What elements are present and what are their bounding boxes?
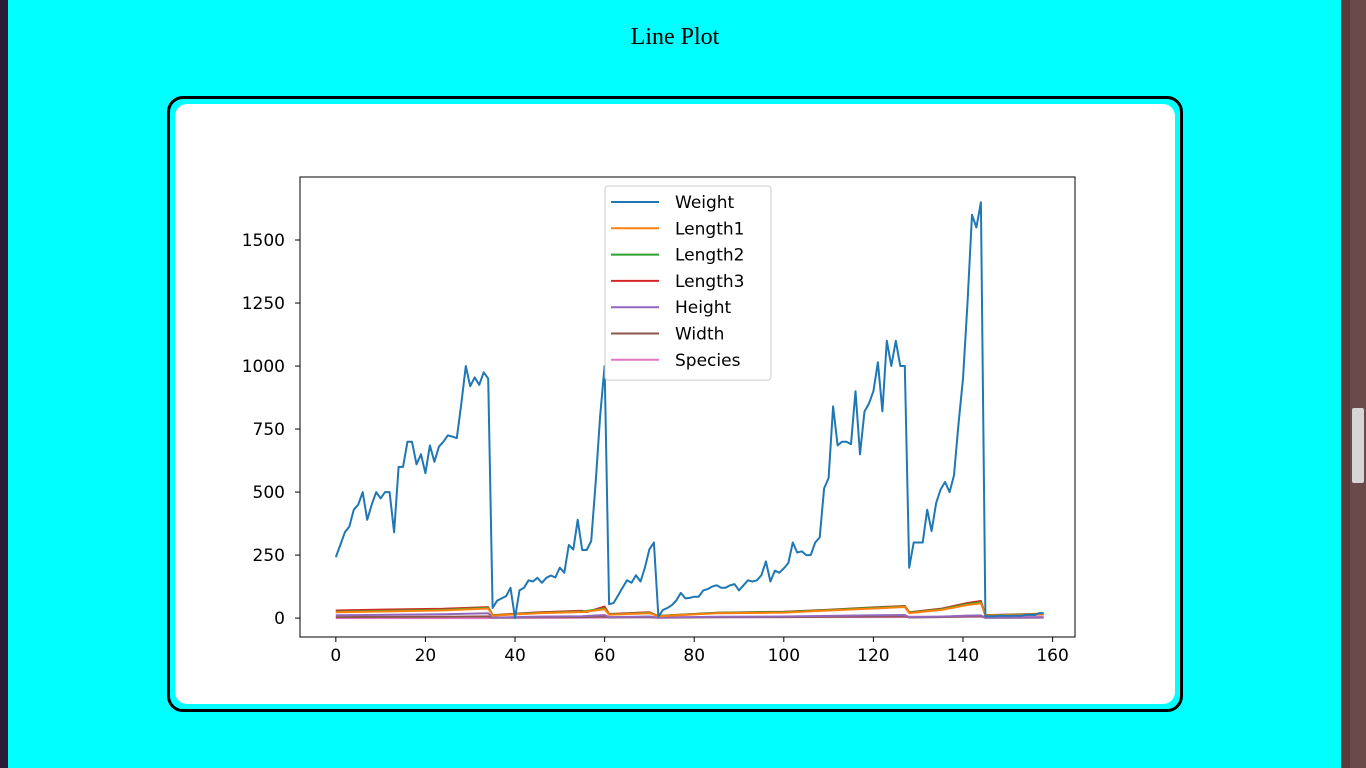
y-tick-label: 750 [253,420,285,440]
series-line-length1 [335,602,1044,618]
legend-label-length3: Length3 [675,272,744,292]
legend: Weight Length1 Length2 Length3 Height Width Sp… [604,185,772,381]
y-tick-label: 250 [253,546,285,566]
legend-label-length1: Length1 [675,219,744,239]
legend-label-species: Species [675,351,741,371]
series-line-weight [334,201,1044,620]
x-tick-label: 60 [594,646,616,666]
y-tick-label: 1500 [242,231,285,251]
legend-label-weight: Weight [675,193,735,213]
legend-box [604,185,772,381]
y-tick-label: 1000 [242,357,285,377]
legend-label-height: Height [675,298,732,318]
x-tick-label: 40 [504,646,526,666]
x-tick-label: 160 [1036,646,1068,666]
y-tick-label: 1250 [242,294,285,314]
left-edge [0,0,8,768]
y-axis: 0 250 500 750 1000 1250 1500 [242,231,300,629]
x-tick-label: 80 [683,646,705,666]
x-tick-label: 100 [768,646,800,666]
chart-card: 0 20 40 60 80 100 120 140 160 0 250 500 750 1000 1250… [167,96,1183,712]
series-layer [334,201,1044,620]
scrollbar-track[interactable] [1350,0,1366,768]
scrollbar[interactable] [1341,0,1366,768]
plot-frame [299,176,1076,638]
scrollbar-thumb[interactable] [1352,408,1364,483]
x-axis: 0 20 40 60 80 100 120 140 160 [330,637,1069,666]
page-title: Line Plot [630,24,720,50]
y-tick-label: 500 [253,483,285,503]
y-tick-label: 0 [274,609,285,629]
series-line-height [335,612,1044,619]
line-chart: 0 20 40 60 80 100 120 140 160 0 250 500 750 1000 1250… [242,176,1076,666]
legend-label-length2: Length2 [675,246,744,266]
chart-card-inner: 0 20 40 60 80 100 120 140 160 0 250 500 750 1000 1250… [175,104,1175,704]
x-tick-label: 140 [947,646,979,666]
x-tick-label: 120 [857,646,889,666]
x-tick-label: 0 [330,646,341,666]
legend-label-width: Width [675,325,724,345]
x-tick-label: 20 [415,646,437,666]
